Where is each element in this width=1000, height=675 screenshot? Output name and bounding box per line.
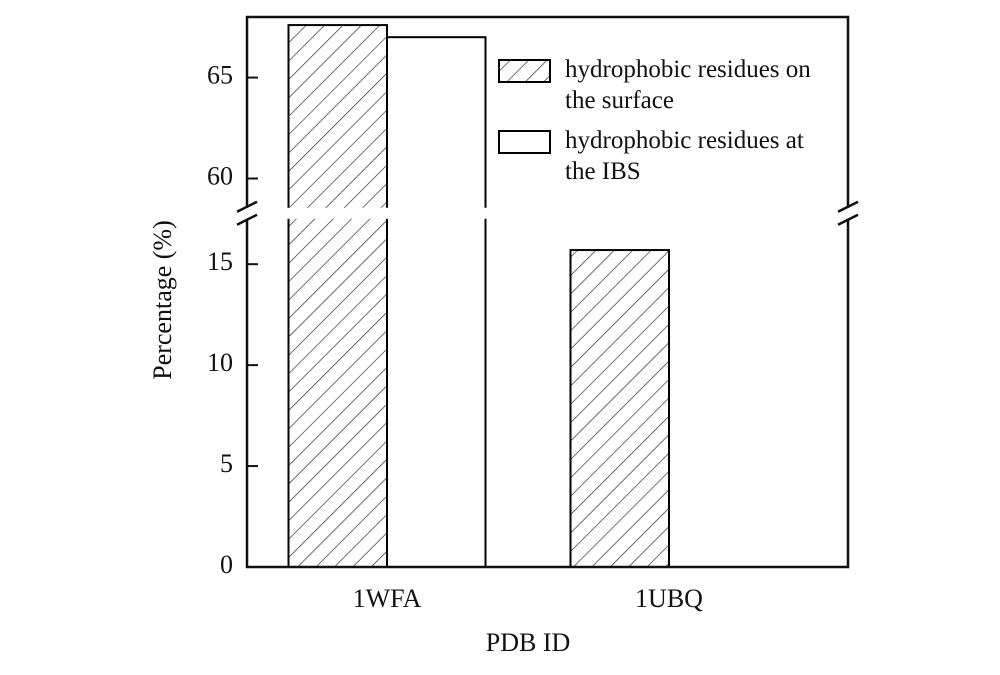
x-axis-label: PDB ID <box>486 628 571 657</box>
break-mark <box>236 200 258 213</box>
legend-label: hydrophobic residues at the IBS <box>565 127 804 185</box>
y-tick-label: 10 <box>207 348 233 377</box>
legend-swatch <box>498 59 551 83</box>
y-tick-label: 15 <box>207 247 233 276</box>
break-mark <box>236 213 258 226</box>
bar <box>287 24 388 568</box>
y-tick-label: 0 <box>220 550 233 579</box>
legend-swatch <box>498 130 551 154</box>
x-tick-label: 1WFA <box>353 584 422 613</box>
axis-break-gap <box>235 207 860 219</box>
y-tick-label: 65 <box>207 61 233 90</box>
break-mark <box>837 200 859 213</box>
legend-label: hydrophobic residues on the surface <box>565 56 811 114</box>
bar <box>386 36 487 568</box>
plot-frame <box>245 15 850 569</box>
y-tick-label: 5 <box>220 449 233 478</box>
x-tick-label: 1UBQ <box>635 584 703 613</box>
y-axis-label: Percentage (%) <box>148 220 177 380</box>
break-mark <box>837 213 859 226</box>
y-tick-label: 60 <box>207 161 233 190</box>
bar <box>569 249 670 569</box>
